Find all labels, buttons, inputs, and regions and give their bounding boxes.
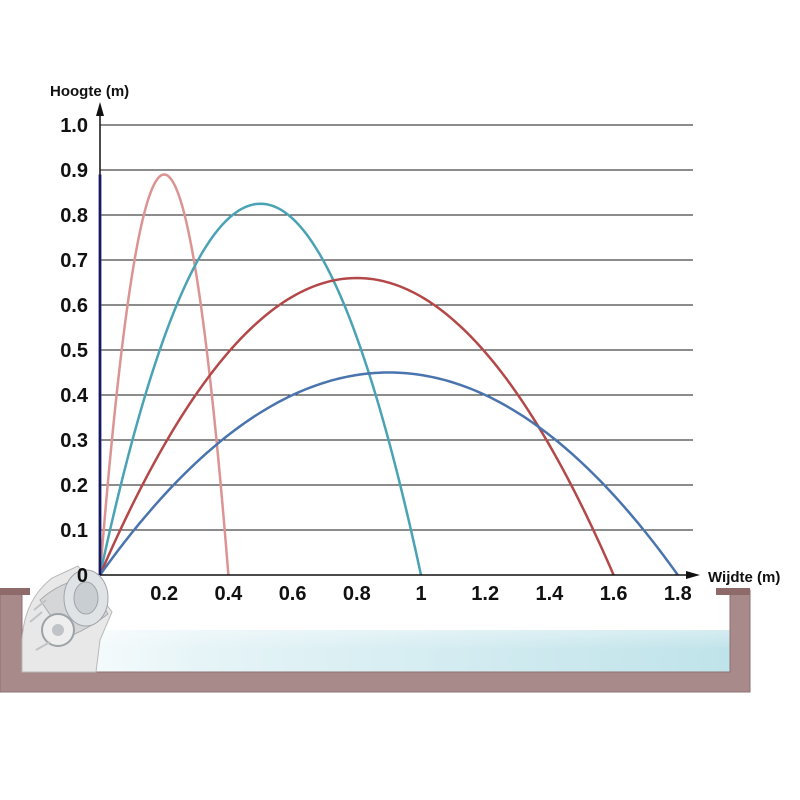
series-line xyxy=(98,371,679,576)
x-axis-arrow xyxy=(686,571,700,579)
x-tick-label: 1.8 xyxy=(664,583,692,605)
x-tick-label: 0.8 xyxy=(343,583,371,605)
basin-rim-right xyxy=(716,588,750,595)
x-tick-label: 1 xyxy=(415,583,426,605)
y-tick-label: 0.9 xyxy=(60,160,88,182)
basin xyxy=(0,588,751,693)
x-tick-label: 1.2 xyxy=(471,583,499,605)
y-tick-label: 0.6 xyxy=(60,295,88,317)
y-tick-label: 0 xyxy=(77,565,88,587)
x-tick-label: 0.6 xyxy=(279,583,307,605)
x-tick-label: 0.4 xyxy=(214,583,243,605)
y-tick-label: 1.0 xyxy=(60,115,88,137)
y-tick-label: 0.2 xyxy=(60,475,88,497)
y-tick-label: 0.5 xyxy=(60,340,88,362)
fountain-nozzle-icon xyxy=(21,565,113,673)
y-tick-label: 0.8 xyxy=(60,205,88,227)
x-axis-title: Wijdte (m) xyxy=(708,569,780,586)
water-highlight xyxy=(22,630,730,650)
x-tick-label: 1.6 xyxy=(600,583,628,605)
x-tick-label: 1.4 xyxy=(535,583,564,605)
plot-area xyxy=(98,173,679,576)
axes: 0 0.1 0.2 0.3 0.4 0.5 0.6 0.7 0.8 0.9 1.0 0.2 0.4 0.6… xyxy=(60,102,700,605)
series-line xyxy=(98,276,615,576)
series-line xyxy=(98,202,423,576)
y-tick-label: 0.3 xyxy=(60,430,88,452)
y-axis-arrow xyxy=(96,102,104,116)
basin-rim-left xyxy=(0,588,30,595)
y-tick-label: 0.1 xyxy=(60,520,88,542)
y-tick-label: 0.7 xyxy=(60,250,88,272)
x-tick-label: 0.2 xyxy=(150,583,178,605)
y-tick-label: 0.4 xyxy=(60,385,89,407)
y-axis-title: Hoogte (m) xyxy=(50,83,129,100)
series-line xyxy=(98,173,230,576)
